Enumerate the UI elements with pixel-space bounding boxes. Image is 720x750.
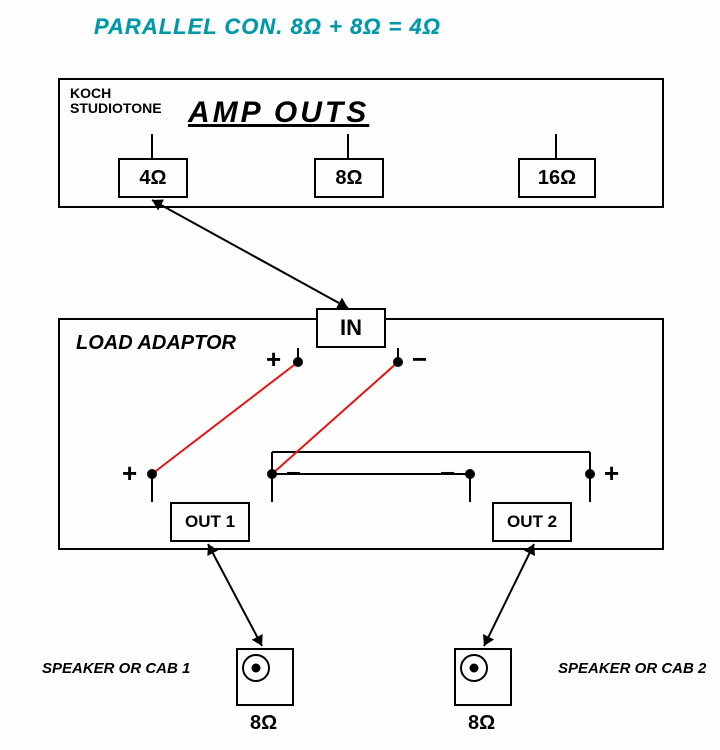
diagram-canvas: PARALLEL CON. 8Ω + 8Ω = 4Ω KOCH STUDIOTO… [0,0,720,750]
wiring-layer [0,0,720,750]
